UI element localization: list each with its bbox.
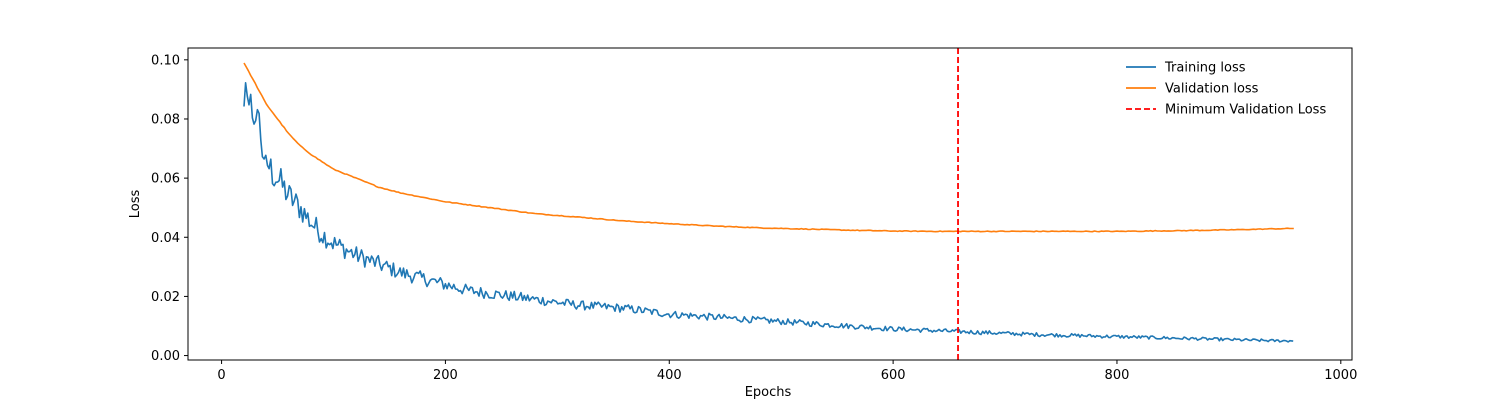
x-tick-label: 600 bbox=[881, 368, 906, 383]
x-tick-label: 0 bbox=[217, 368, 225, 383]
y-tick-label: 0.02 bbox=[151, 290, 180, 305]
legend-label: Minimum Validation Loss bbox=[1165, 103, 1326, 118]
legend-label: Training loss bbox=[1164, 61, 1246, 76]
x-tick-label: 1000 bbox=[1324, 368, 1357, 383]
y-tick-label: 0.00 bbox=[151, 349, 180, 364]
plot-frame bbox=[187, 47, 1353, 361]
y-tick-label: 0.04 bbox=[151, 231, 180, 246]
x-tick-label: 400 bbox=[657, 368, 682, 383]
x-tick-label: 200 bbox=[433, 368, 458, 383]
y-axis: 0.00 0.02 0.04 0.06 0.08 0.10 bbox=[151, 53, 188, 364]
y-tick-label: 0.08 bbox=[151, 112, 180, 127]
y-tick-label: 0.10 bbox=[151, 53, 180, 68]
legend: Training loss Validation loss Minimum Vali… bbox=[1126, 61, 1326, 118]
legend-label: Validation loss bbox=[1165, 82, 1259, 97]
validation-loss-line bbox=[243, 62, 1294, 233]
plot-area bbox=[243, 48, 1294, 360]
y-tick-label: 0.06 bbox=[151, 172, 180, 187]
x-tick-label: 800 bbox=[1105, 368, 1130, 383]
x-axis: 0 200 400 600 800 1000 bbox=[217, 360, 1357, 383]
training-loss-line bbox=[243, 82, 1294, 343]
x-axis-label: Epochs bbox=[745, 385, 792, 400]
y-axis-label: Loss bbox=[128, 190, 143, 219]
